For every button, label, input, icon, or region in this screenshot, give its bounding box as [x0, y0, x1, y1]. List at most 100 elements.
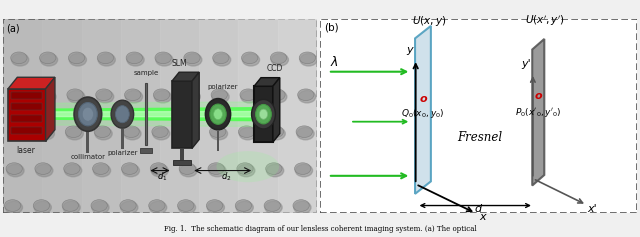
Ellipse shape [93, 164, 111, 177]
Ellipse shape [91, 200, 108, 211]
Ellipse shape [183, 91, 200, 103]
Polygon shape [45, 77, 55, 141]
Ellipse shape [241, 91, 258, 103]
Ellipse shape [293, 200, 309, 211]
Ellipse shape [265, 201, 282, 214]
Ellipse shape [123, 126, 140, 137]
Ellipse shape [122, 163, 138, 174]
Ellipse shape [122, 164, 140, 177]
Circle shape [79, 103, 97, 126]
Text: $U(x',y')$: $U(x',y')$ [525, 14, 565, 28]
FancyBboxPatch shape [145, 83, 147, 145]
Ellipse shape [40, 54, 58, 66]
Text: $d_1$: $d_1$ [157, 170, 168, 182]
Polygon shape [278, 19, 317, 213]
Ellipse shape [300, 52, 316, 64]
Ellipse shape [97, 52, 113, 64]
Ellipse shape [238, 126, 255, 137]
Ellipse shape [271, 54, 289, 66]
Circle shape [214, 109, 223, 120]
Ellipse shape [180, 126, 197, 137]
Ellipse shape [7, 164, 24, 177]
Polygon shape [11, 115, 42, 122]
Polygon shape [160, 19, 317, 213]
Ellipse shape [40, 52, 56, 64]
Ellipse shape [65, 126, 82, 137]
Text: Fig. 1.  The schematic diagram of our lensless coherent imaging system. (a) The : Fig. 1. The schematic diagram of our len… [164, 225, 476, 233]
Ellipse shape [298, 91, 316, 103]
Ellipse shape [269, 89, 285, 100]
Text: x: x [479, 212, 486, 222]
Ellipse shape [38, 89, 54, 100]
Text: o: o [420, 94, 428, 104]
Polygon shape [11, 103, 42, 110]
Ellipse shape [11, 52, 27, 64]
Ellipse shape [98, 54, 115, 66]
Polygon shape [8, 77, 55, 89]
Ellipse shape [68, 52, 84, 64]
Ellipse shape [269, 91, 287, 103]
Text: o: o [535, 91, 543, 101]
Text: $d_2$: $d_2$ [221, 170, 231, 182]
Ellipse shape [182, 128, 199, 140]
Ellipse shape [182, 89, 198, 100]
Ellipse shape [236, 201, 253, 214]
Polygon shape [172, 81, 192, 148]
Ellipse shape [97, 91, 114, 103]
Text: y: y [406, 45, 413, 55]
Text: SLM: SLM [171, 59, 187, 68]
Ellipse shape [266, 164, 284, 177]
Ellipse shape [154, 91, 172, 103]
Ellipse shape [37, 128, 54, 140]
FancyBboxPatch shape [140, 148, 152, 153]
Circle shape [205, 99, 230, 130]
Text: (a): (a) [6, 24, 19, 34]
Ellipse shape [4, 200, 20, 211]
Polygon shape [8, 89, 45, 141]
Polygon shape [180, 149, 184, 161]
Text: laser: laser [17, 146, 35, 155]
Polygon shape [86, 131, 90, 153]
Ellipse shape [121, 201, 138, 214]
Polygon shape [82, 19, 317, 213]
Text: $d$: $d$ [474, 202, 483, 214]
Ellipse shape [207, 201, 225, 214]
Ellipse shape [35, 163, 51, 174]
Text: $Q_0(x_0,y_0)$: $Q_0(x_0,y_0)$ [401, 107, 445, 120]
Ellipse shape [5, 201, 22, 214]
Ellipse shape [266, 163, 282, 174]
Polygon shape [121, 19, 317, 213]
Polygon shape [532, 39, 544, 186]
Ellipse shape [36, 164, 53, 177]
Polygon shape [199, 19, 317, 213]
Ellipse shape [236, 200, 252, 211]
Ellipse shape [211, 128, 228, 140]
Ellipse shape [64, 163, 80, 174]
Ellipse shape [179, 163, 195, 174]
Ellipse shape [154, 89, 170, 100]
Ellipse shape [177, 200, 194, 211]
Ellipse shape [156, 54, 173, 66]
Ellipse shape [125, 91, 143, 103]
Ellipse shape [152, 126, 168, 137]
Ellipse shape [243, 54, 260, 66]
Ellipse shape [33, 200, 50, 211]
Ellipse shape [34, 201, 51, 214]
Text: collimator: collimator [70, 154, 106, 160]
Text: CCD: CCD [266, 64, 283, 73]
Text: sample: sample [133, 70, 159, 76]
Polygon shape [415, 26, 431, 194]
Ellipse shape [184, 52, 200, 64]
Ellipse shape [239, 128, 257, 140]
Circle shape [111, 100, 134, 128]
Ellipse shape [237, 164, 255, 177]
Circle shape [255, 105, 271, 124]
Text: y': y' [522, 59, 531, 69]
Polygon shape [172, 72, 199, 81]
FancyBboxPatch shape [173, 160, 191, 165]
Ellipse shape [212, 52, 229, 64]
Text: $P_0(x'_0,y'_0)$: $P_0(x'_0,y'_0)$ [515, 106, 562, 119]
Ellipse shape [268, 126, 284, 137]
Polygon shape [273, 78, 280, 142]
Ellipse shape [214, 54, 230, 66]
